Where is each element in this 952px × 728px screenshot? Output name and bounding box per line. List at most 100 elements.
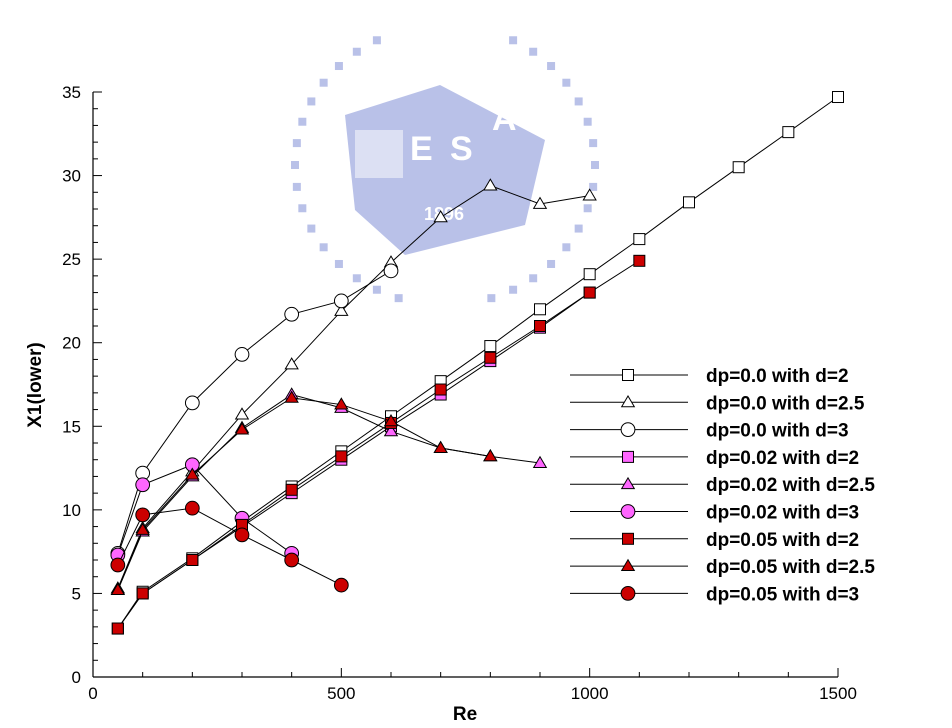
data-point [620,422,636,437]
legend-label: dp=0.0 with d=3 [706,421,849,442]
series [110,178,597,594]
data-point [532,196,548,209]
watermark-gear-tooth [352,47,361,56]
data-point [110,557,126,573]
series [111,254,646,635]
legend-entry: dp=0.05 with d=2 [570,530,859,551]
x-tick-label: 1500 [819,684,857,703]
watermark-gear-tooth [307,224,316,233]
legend-label: dp=0.05 with d=3 [706,584,859,605]
watermark-gear-tooth [562,243,571,252]
y-ticks: 0 5 10 15 20 25 30 35 [62,83,102,687]
series-line [117,507,342,586]
watermark-gear-tooth [291,161,299,169]
data-point [135,522,150,535]
data-point [434,383,447,396]
y-tick-label: 15 [62,417,81,436]
data-point [534,320,546,332]
data-point [583,286,596,299]
series [110,500,349,593]
watermark-gear-tooth [529,274,538,283]
data-point [184,395,200,411]
data-point [620,394,636,408]
data-point [110,582,126,596]
data-point [284,390,299,403]
data-point [234,422,250,435]
y-tick-label: 20 [62,334,81,353]
data-point [484,351,497,364]
watermark-letter: S [450,130,473,168]
x-axis-title: Re [453,704,477,725]
legend-entry: dp=0.0 with d=2.5 [570,393,865,414]
series-line [117,185,590,589]
legend-entry: dp=0.05 with d=2.5 [570,557,875,578]
y-tick-label: 5 [72,584,81,603]
watermark-gear-tooth [394,294,403,303]
data-point [633,254,646,267]
watermark-gear-tooth [589,182,598,191]
y-tick-label: 35 [62,83,81,102]
data-point [622,450,634,463]
watermark-gear-tooth [334,259,343,268]
series-line [117,393,541,591]
watermark-gear-tooth [583,204,592,213]
watermark-gear-tooth [562,78,571,87]
data-point [620,586,636,601]
watermark-gear-tooth [529,47,538,56]
data-point [335,450,348,463]
legend-entry: dp=0.02 with d=2.5 [570,475,875,496]
data-point [135,477,151,493]
series-line [117,260,640,629]
series-line [117,96,839,629]
data-point [185,467,200,480]
watermark-gear-tooth [292,182,301,191]
legend: dp=0.0 with d=2 dp=0.0 with d=2.5 dp=0.0 w… [570,366,875,605]
watermark-gear-tooth [352,274,361,283]
data-point [483,178,498,191]
data-point [620,504,636,519]
data-point [683,196,695,209]
watermark-letter: A [492,100,517,138]
data-point [284,552,300,568]
watermark-logo: E S A 1896 [291,36,599,303]
data-point [582,188,597,201]
watermark-gear-tooth [292,139,301,148]
data-point [383,423,399,437]
y-tick-label: 10 [62,501,81,520]
legend-entry: dp=0.0 with d=2 [570,366,849,387]
legend-label: dp=0.02 with d=2.5 [706,475,875,496]
data-point [620,558,636,572]
data-point [333,577,349,593]
data-point [334,303,349,316]
data-point [186,554,199,566]
x-tick-label: 0 [88,684,97,703]
data-point [334,397,349,410]
series-layer [110,91,844,635]
data-point [234,527,250,543]
data-point [622,532,634,545]
legend-label: dp=0.02 with d=3 [706,503,859,524]
data-point [534,303,546,316]
watermark-gear-tooth [372,36,381,45]
data-point [284,357,299,370]
data-point [284,306,300,322]
watermark-gear-tooth [319,78,328,87]
legend-entry: dp=0.05 with d=3 [570,584,859,605]
watermark-gear-tooth [372,285,381,294]
data-point [135,507,151,523]
legend-label: dp=0.05 with d=2.5 [706,557,875,578]
watermark-gear-tooth [298,117,307,126]
watermark-gear-ring [291,36,599,303]
data-point [484,340,497,353]
data-point [782,126,795,139]
data-point [832,91,844,104]
data-point [184,500,200,516]
data-point [633,233,646,246]
watermark-gear-tooth [298,204,307,213]
watermark-gear-tooth [574,97,583,106]
legend-label: dp=0.05 with d=2 [706,530,859,551]
y-tick-label: 0 [72,668,81,687]
x-tick-label: 500 [327,684,355,703]
data-point [111,622,124,635]
